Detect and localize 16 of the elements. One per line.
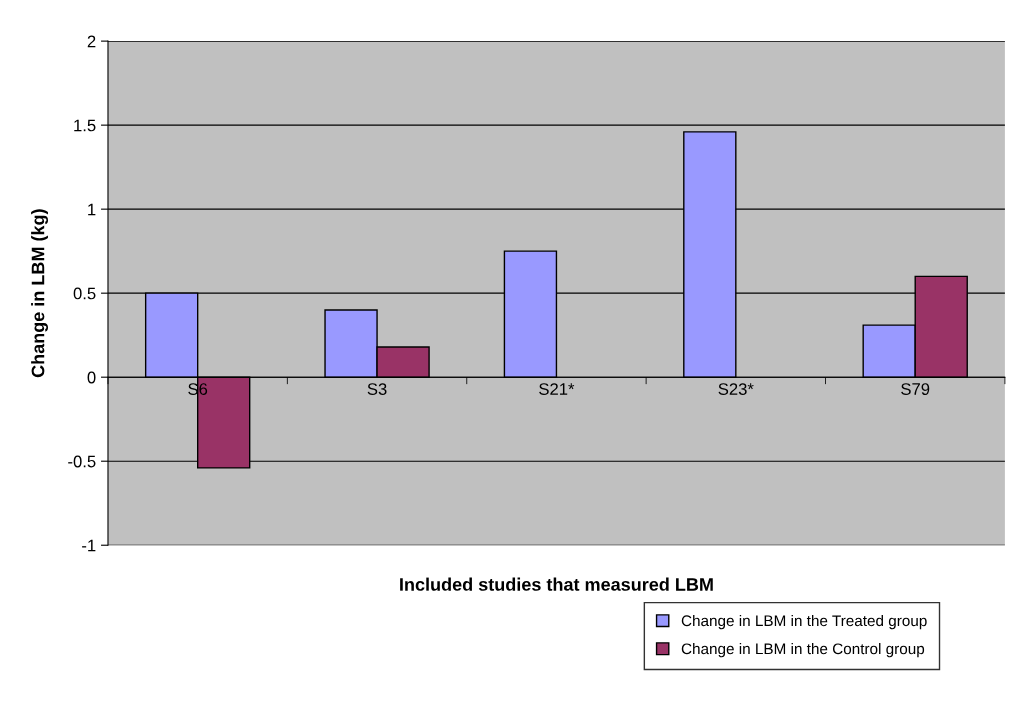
x-tick-label: S79	[901, 383, 930, 395]
y-tick-label: 0.5	[73, 287, 96, 300]
y-tick-label: 1.5	[74, 119, 96, 132]
y-tick-label: -1	[82, 539, 96, 552]
legend-label: Change in LBM in the Control group	[681, 642, 925, 658]
y-tick-label: 0	[87, 371, 96, 384]
x-tick-label: S6	[188, 383, 208, 395]
y-tick-label: 1	[88, 203, 96, 216]
y-tick-label: 2	[87, 35, 96, 48]
x-axis-title: Included studies that measured LBM	[400, 577, 713, 591]
x-tick-label: S23*	[718, 383, 754, 395]
legend-label: Change in LBM in the Treated group	[681, 614, 927, 630]
y-axis-title: Change in LBM (kg)	[31, 209, 49, 378]
y-tick-label: -0.5	[68, 455, 96, 468]
x-tick-label: S21*	[539, 383, 575, 395]
x-tick-label: S3	[367, 383, 387, 395]
